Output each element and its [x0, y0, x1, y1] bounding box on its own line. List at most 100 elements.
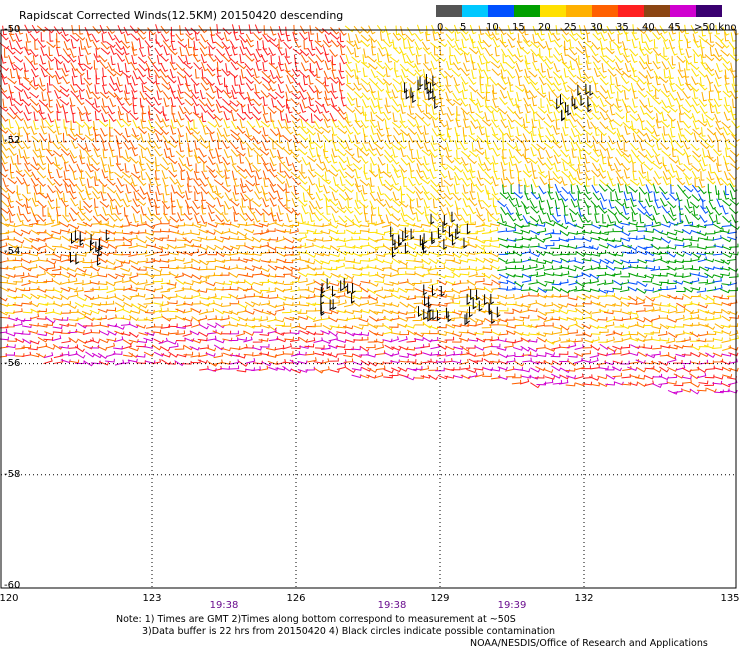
wind-barb-contaminated: [561, 109, 566, 121]
wind-barb: [109, 75, 117, 86]
wind-barb: [62, 104, 69, 114]
wind-barb: [292, 236, 303, 243]
wind-barb: [589, 316, 600, 323]
wind-barb: [361, 84, 371, 93]
wind-barb: [557, 303, 569, 308]
wind-barb: [308, 205, 316, 215]
wind-barb: [599, 77, 609, 86]
wind-barb: [258, 316, 269, 322]
time-label: 19:39: [497, 600, 527, 611]
wind-barb: [237, 336, 248, 341]
wind-barb: [636, 366, 647, 373]
wind-barb: [198, 98, 208, 107]
wind-barb: [338, 317, 349, 322]
wind-barb: [492, 197, 497, 208]
wind-barb: [144, 214, 154, 222]
wind-barb: [127, 358, 138, 363]
wind-barb: [193, 178, 202, 187]
wind-barb: [347, 134, 355, 144]
wind-barb: [681, 375, 692, 380]
wind-barb: [236, 125, 246, 134]
wind-barb: [263, 212, 268, 223]
wind-barb: [704, 237, 714, 241]
wind-barb: [497, 376, 509, 381]
wind-barb: [466, 352, 477, 357]
wind-barb: [98, 338, 109, 344]
wind-barb: [645, 265, 656, 270]
wind-barb: [650, 265, 661, 272]
wind-barb: [29, 98, 40, 106]
wind-barb: [505, 294, 515, 300]
wind-barb: [198, 351, 208, 358]
wind-barb: [575, 281, 586, 287]
wind-barb: [505, 316, 515, 321]
wind-barb: [176, 237, 187, 242]
wind-barb: [106, 307, 117, 312]
wind-barb: [729, 190, 736, 200]
wind-barb: [692, 128, 702, 136]
wind-barb: [414, 41, 423, 51]
wind-barb: [282, 365, 293, 372]
wind-barb: [609, 177, 616, 187]
wind-barb: [564, 118, 569, 129]
wind-barb: [15, 317, 26, 323]
wind-barb: [444, 367, 455, 372]
wind-barb: [436, 191, 446, 200]
wind-barb: [178, 142, 185, 153]
wind-barb: [233, 185, 240, 195]
wind-barb: [462, 111, 469, 121]
wind-barb: [381, 221, 392, 228]
wind-barb: [443, 222, 454, 228]
wind-barb: [147, 207, 155, 217]
wind-barb: [225, 63, 231, 73]
wind-barb: [521, 248, 532, 255]
wind-barb: [599, 97, 607, 107]
wind-barb: [507, 48, 516, 57]
wind-barb: [224, 177, 231, 187]
wind-barb-contaminated: [427, 296, 432, 308]
wind-barb: [675, 338, 686, 343]
wind-barb: [147, 27, 157, 36]
wind-barb: [458, 329, 469, 334]
wind-barb: [259, 148, 270, 156]
wind-barb: [684, 214, 692, 224]
wind-barb: [189, 345, 200, 351]
wind-barb: [429, 330, 439, 335]
wind-barb: [329, 258, 340, 263]
wind-barb: [47, 126, 57, 134]
wind-barb: [209, 84, 217, 94]
wind-barb: [46, 271, 57, 278]
wind-barb-contaminated: [432, 75, 437, 87]
wind-barb: [238, 34, 248, 43]
wind-barb: [613, 120, 623, 127]
wind-barb: [174, 286, 185, 293]
wind-barb: [484, 32, 495, 40]
wind-barb: [581, 279, 592, 285]
wind-barb: [661, 150, 671, 158]
wind-barb: [652, 162, 663, 170]
wind-barb: [563, 214, 570, 225]
wind-barb: [443, 192, 453, 201]
wind-barb: [306, 272, 317, 277]
wind-barb: [113, 262, 123, 269]
wind-barb: [92, 126, 100, 137]
wind-barb: [691, 113, 699, 123]
wind-barb: [568, 176, 576, 186]
wind-barb: [689, 322, 700, 326]
wind-barb: [221, 213, 231, 223]
wind-barb: [536, 143, 546, 151]
wind-barb-contaminated: [476, 289, 480, 301]
wind-barb: [338, 81, 344, 92]
wind-barb: [7, 77, 17, 85]
wind-barb: [197, 277, 208, 284]
wind-barb: [475, 318, 486, 323]
wind-barb: [361, 92, 371, 101]
wind-barb: [40, 125, 48, 135]
wind-barb: [217, 139, 222, 150]
wind-barb: [548, 91, 554, 102]
wind-barb: [581, 308, 592, 315]
wind-barb: [22, 309, 33, 314]
wind-barb: [343, 358, 354, 363]
wind-barb: [239, 183, 247, 194]
wind-barb: [128, 315, 139, 322]
